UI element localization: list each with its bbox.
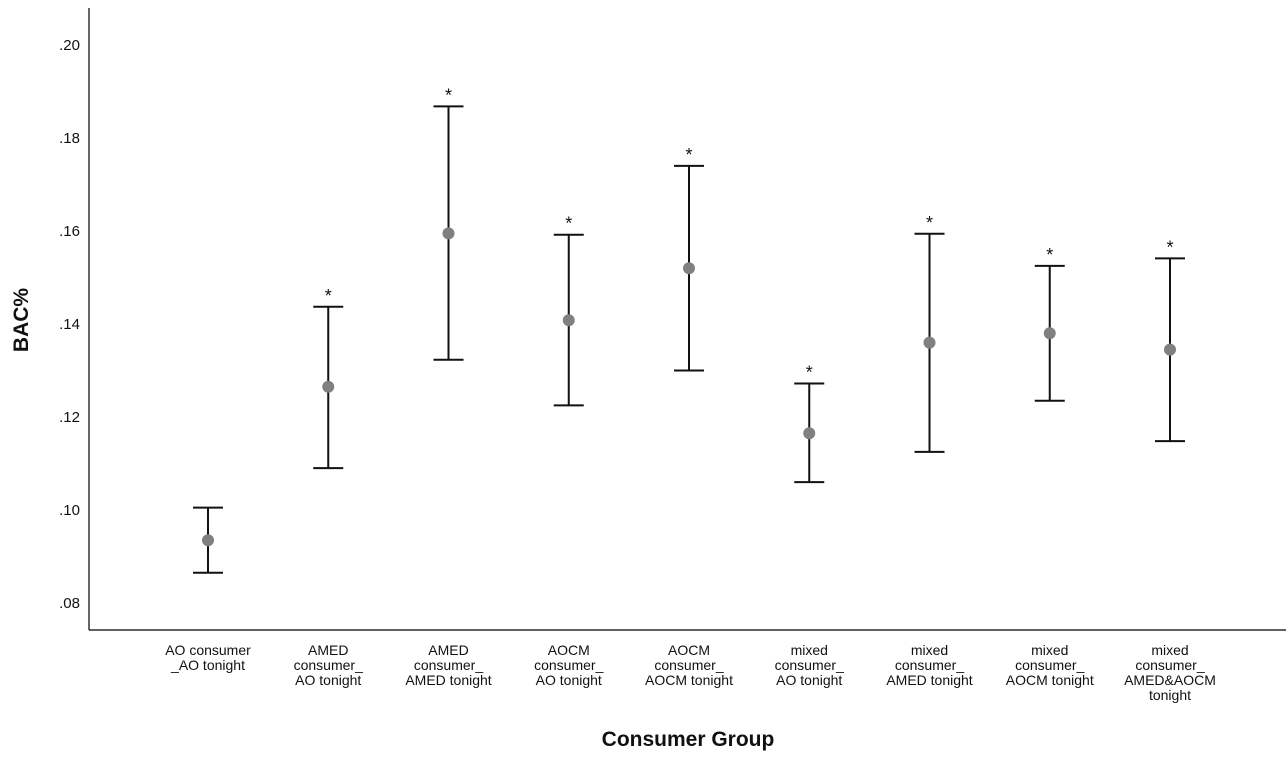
error-bar-group: *	[1034, 245, 1065, 402]
category-label-line: _AO tonight	[170, 657, 245, 673]
category-label-line: mixed	[911, 642, 948, 658]
category-label-line: AMED	[308, 642, 348, 658]
significance-star: *	[1046, 245, 1053, 265]
significance-star: *	[926, 213, 933, 233]
significance-star: *	[445, 85, 452, 105]
y-tick-labels: .08 .10 .12 .14 .16 .18 .20	[59, 37, 80, 612]
category-label-line: consumer_	[534, 657, 603, 673]
error-bar-group: *	[433, 85, 464, 361]
significance-star: *	[565, 214, 572, 234]
category-label-line: AOCM tonight	[1006, 672, 1094, 688]
category-label-line: consumer_	[1015, 657, 1084, 673]
error-bar-group: *	[794, 363, 825, 484]
category-label: mixed consumer_ AMED tonight	[886, 642, 972, 688]
axes	[88, 8, 1286, 631]
category-label: AOCM consumer_ AO tonight	[534, 642, 603, 688]
mean-point	[562, 314, 575, 327]
error-bar-group: *	[553, 214, 584, 407]
mean-point	[683, 262, 695, 275]
mean-point	[1043, 327, 1056, 340]
category-label-line: AMED&AOCM	[1124, 672, 1216, 688]
error-bars: * * * * * * * *	[193, 85, 1185, 574]
category-label: mixed consumer_ AOCM tonight	[1006, 642, 1094, 688]
category-label: mixed consumer_ AMED&AOCM tonight	[1124, 642, 1216, 703]
category-label: AMED consumer_ AMED tonight	[405, 642, 491, 688]
error-bar-group: *	[1155, 237, 1185, 443]
y-tick-label: .18	[59, 130, 80, 147]
category-label-line: AMED tonight	[405, 672, 491, 688]
error-bar-group	[193, 506, 223, 574]
category-label-line: AOCM	[668, 642, 710, 658]
category-label-line: consumer_	[294, 657, 363, 673]
significance-star: *	[806, 363, 813, 383]
category-label: mixed consumer_ AO tonight	[775, 642, 844, 688]
mean-point	[803, 427, 816, 440]
y-tick-label: .12	[59, 409, 80, 426]
category-label-line: AO tonight	[295, 672, 361, 688]
significance-star: *	[1166, 237, 1173, 257]
category-label-line: AO consumer	[165, 642, 251, 658]
category-label-line: mixed	[791, 642, 828, 658]
category-label: AO consumer _AO tonight	[165, 642, 251, 673]
category-label-line: mixed	[1151, 642, 1188, 658]
error-bar-group: *	[313, 286, 344, 470]
y-tick-label: .08	[59, 595, 80, 612]
category-label-line: AMED	[428, 642, 468, 658]
mean-point	[442, 227, 455, 240]
category-label: AMED consumer_ AO tonight	[294, 642, 363, 688]
error-bar-group: *	[674, 145, 704, 372]
mean-point	[322, 380, 335, 393]
category-label-line: AO tonight	[536, 672, 602, 688]
category-label-line: AMED tonight	[886, 672, 972, 688]
category-label-line: consumer_	[895, 657, 964, 673]
category-label-line: mixed	[1031, 642, 1068, 658]
y-tick-label: .14	[59, 316, 80, 333]
significance-star: *	[685, 145, 692, 165]
error-bar-group: *	[914, 213, 945, 453]
y-tick-label: .20	[59, 37, 80, 54]
category-label-line: consumer_	[775, 657, 844, 673]
y-tick-label: .16	[59, 223, 80, 240]
x-axis-title: Consumer Group	[602, 728, 775, 751]
category-label-line: consumer_	[1135, 657, 1204, 673]
category-label-line: consumer_	[414, 657, 483, 673]
category-label-line: AOCM	[548, 642, 590, 658]
mean-point	[1164, 343, 1176, 356]
category-label-line: AOCM tonight	[645, 672, 733, 688]
y-axis-title: BAC%	[10, 288, 33, 352]
category-label-line: AO tonight	[776, 672, 842, 688]
mean-point	[923, 336, 936, 349]
category-label-line: consumer_	[654, 657, 723, 673]
category-label: AOCM consumer_ AOCM tonight	[645, 642, 733, 688]
category-label-line: tonight	[1149, 687, 1191, 703]
y-tick-label: .10	[59, 502, 80, 519]
mean-point	[202, 534, 214, 547]
significance-star: *	[325, 286, 332, 306]
